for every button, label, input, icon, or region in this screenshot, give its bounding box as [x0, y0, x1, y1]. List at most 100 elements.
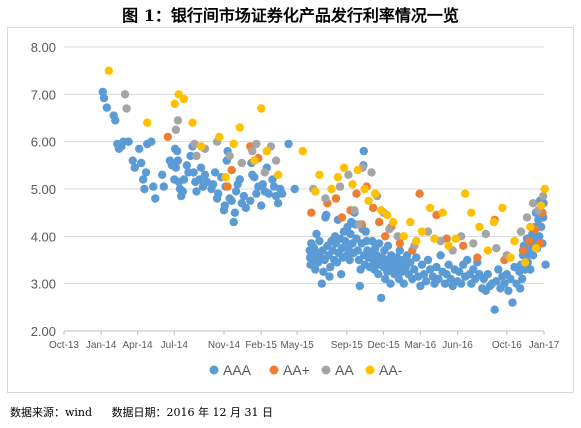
legend-marker	[365, 365, 375, 375]
data-point	[227, 165, 236, 175]
data-point	[386, 279, 395, 288]
data-point	[395, 246, 404, 255]
data-point	[344, 170, 353, 179]
data-point	[179, 94, 189, 104]
data-point	[406, 217, 415, 227]
data-point	[412, 253, 421, 262]
data-point	[504, 286, 513, 295]
data-point	[315, 170, 324, 179]
data-point	[271, 156, 281, 165]
data-point	[350, 206, 359, 215]
gridlines	[64, 46, 544, 332]
data-point	[319, 267, 328, 276]
data-point	[444, 260, 453, 269]
data-point	[354, 220, 364, 229]
data-point	[235, 123, 244, 132]
data-date-note: 数据日期：2016 年 12 月 31 日	[111, 406, 274, 419]
data-point	[139, 175, 148, 184]
data-point	[223, 182, 232, 191]
data-point	[346, 229, 355, 239]
data-point	[489, 217, 499, 227]
data-point	[241, 203, 250, 213]
data-point	[434, 274, 443, 284]
data-point	[410, 265, 419, 274]
data-point	[541, 260, 550, 269]
legend-label: AA+	[283, 362, 310, 378]
data-point	[200, 170, 210, 179]
legend-marker	[209, 365, 219, 375]
data-point	[337, 270, 346, 279]
data-point	[389, 217, 398, 227]
x-tick-label: Dec-15	[367, 340, 400, 351]
data-point	[333, 173, 343, 182]
data-point	[173, 156, 183, 165]
data-point	[383, 210, 392, 220]
legend-marker	[269, 365, 279, 375]
x-tick-label: Oct-13	[49, 340, 79, 351]
data-point	[143, 118, 152, 127]
data-point	[459, 241, 468, 250]
data-point	[518, 274, 527, 284]
legend-item: AAA	[209, 362, 252, 378]
data-point	[229, 217, 238, 227]
data-point	[264, 189, 273, 198]
legend-label: AAA	[223, 362, 252, 378]
data-point	[492, 277, 501, 286]
data-point	[353, 165, 362, 175]
data-point	[490, 305, 499, 314]
y-axis-tick-labels: 2.00 3.00 4.00 5.00 6.00 7.00 8.00	[31, 40, 56, 339]
data-point	[227, 196, 236, 205]
data-point	[461, 189, 470, 198]
data-point	[436, 251, 445, 260]
data-point	[537, 201, 546, 210]
data-point	[298, 146, 307, 156]
data-point	[395, 239, 404, 248]
data-point	[190, 139, 199, 149]
data-point	[335, 182, 345, 191]
x-tick-label: Jul-14	[161, 340, 189, 351]
data-point	[237, 158, 246, 168]
data-source-note: 数据来源：wind	[10, 406, 93, 419]
data-point	[221, 173, 230, 182]
data-point	[178, 187, 187, 196]
data-point	[528, 199, 538, 208]
data-point	[171, 163, 181, 172]
data-point	[172, 146, 182, 156]
data-point	[463, 255, 472, 265]
data-point	[526, 222, 535, 232]
data-point	[327, 184, 336, 194]
data-point	[353, 246, 362, 255]
data-point	[475, 222, 484, 232]
data-point	[419, 270, 429, 279]
data-point	[235, 175, 244, 184]
data-point	[124, 137, 133, 146]
data-point	[250, 156, 259, 165]
y-tick-label: 8.00	[31, 40, 56, 55]
data-point	[412, 236, 421, 246]
data-point	[147, 137, 156, 146]
data-point	[331, 194, 341, 203]
data-point	[348, 180, 357, 189]
data-point	[239, 191, 248, 201]
data-point	[339, 163, 349, 172]
data-point	[506, 253, 515, 262]
data-point	[196, 142, 206, 151]
legend-item: AA-	[365, 362, 403, 378]
data-point	[135, 144, 144, 153]
data-point	[315, 236, 324, 246]
data-point	[311, 265, 320, 274]
data-point	[432, 262, 441, 272]
data-point	[192, 187, 201, 196]
scatter-chart: 2.00 3.00 4.00 5.00 6.00 7.00 8.00 Oct-13 Jan-1…	[31, 40, 560, 378]
data-point	[522, 213, 532, 222]
data-point	[262, 146, 271, 156]
series-aaa	[98, 87, 550, 314]
x-tick-label: Sep-15	[331, 340, 364, 351]
data-point	[104, 66, 114, 75]
y-tick-label: 7.00	[31, 87, 56, 102]
x-tick-label: May-15	[280, 340, 314, 351]
data-point	[345, 255, 354, 265]
legend-label: AA	[335, 362, 354, 378]
legend-item: AA	[321, 362, 354, 378]
data-point	[141, 168, 151, 177]
